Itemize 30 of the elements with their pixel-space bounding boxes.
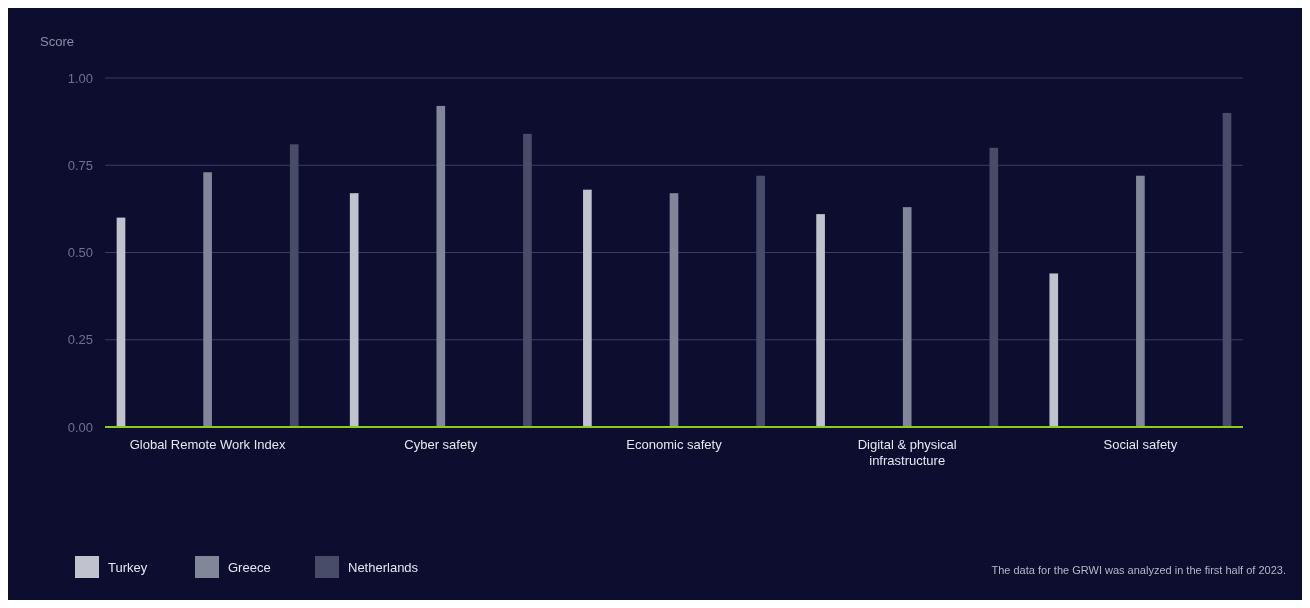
bar xyxy=(989,147,999,427)
legend-label: Turkey xyxy=(108,559,148,575)
x-tick-label: Economic safety xyxy=(626,437,723,452)
bar xyxy=(523,133,532,427)
bar xyxy=(1222,112,1232,427)
bar xyxy=(349,193,359,427)
x-tick-label: Cyber safety xyxy=(404,437,478,452)
text: The data for the GRWI was analyzed in the first half of 2023. xyxy=(991,563,1286,576)
x-tick-label: Digital & physical infrastructure xyxy=(857,437,957,468)
bar xyxy=(756,175,765,427)
y-tick-label: 1.00 xyxy=(67,70,93,86)
y-tick-label: 0.00 xyxy=(67,419,93,435)
bar xyxy=(1049,273,1059,427)
y-tick-label: 0.25 xyxy=(67,332,93,348)
y-tick-label: 0.75 xyxy=(67,157,93,173)
bar xyxy=(436,105,446,427)
x-tick-label: Global Remote Work Index xyxy=(129,437,287,452)
bar xyxy=(669,193,679,427)
bar xyxy=(116,217,126,427)
bar xyxy=(816,214,825,427)
bar xyxy=(203,172,212,427)
bar xyxy=(1136,175,1145,427)
legend-label: Greece xyxy=(228,559,271,575)
legend-label: Netherlands xyxy=(348,559,419,575)
bar xyxy=(289,144,299,427)
x-tick-label: Social safety xyxy=(1103,437,1178,452)
bar xyxy=(583,189,592,427)
y-tick-label: 0.50 xyxy=(67,245,93,261)
y-axis-title: Score xyxy=(40,34,74,49)
bar xyxy=(902,207,912,427)
